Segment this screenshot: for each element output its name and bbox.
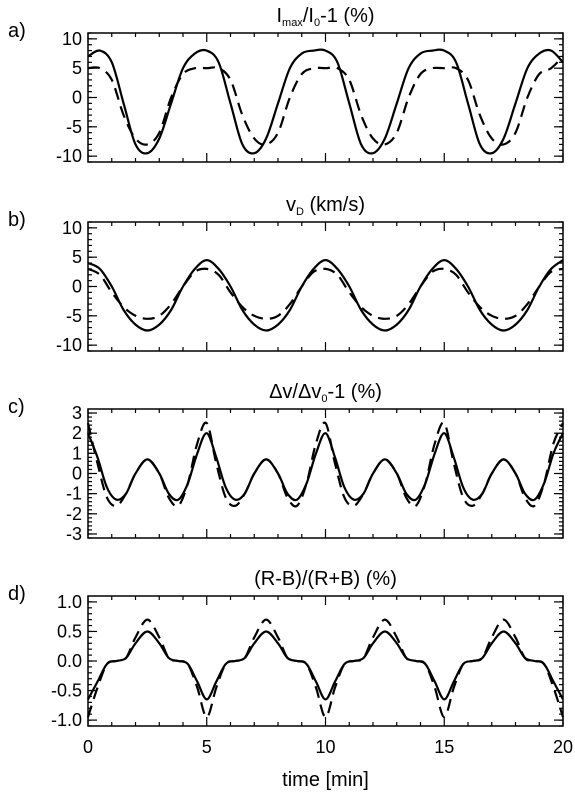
x-axis-label: time [min] xyxy=(282,769,369,791)
panel-letter: c) xyxy=(8,396,25,418)
panel-letter: a) xyxy=(8,20,26,42)
y-tick-label: -10 xyxy=(56,146,82,166)
y-tick-label: 0 xyxy=(72,277,82,297)
y-tick-label: -3 xyxy=(66,524,82,544)
panel-title: Δv/Δv0-1 (%) xyxy=(269,381,382,405)
y-tick-label: -2 xyxy=(66,504,82,524)
panel-title: (R-B)/(R+B) (%) xyxy=(254,568,397,590)
plot-frame xyxy=(87,595,564,727)
y-tick-label: 10 xyxy=(62,218,82,238)
y-tick-label: 10 xyxy=(62,29,82,49)
y-tick-label: 5 xyxy=(72,247,82,267)
dashed-series-line xyxy=(86,421,564,508)
y-tick-label: -5 xyxy=(66,306,82,326)
panel-letter: b) xyxy=(8,209,26,231)
solid-series-line xyxy=(87,259,564,332)
panel-2: b) vD (km/s) -10 -5 0 5 10 xyxy=(8,194,564,355)
y-tick-label: -10 xyxy=(56,335,82,355)
plot-frame xyxy=(87,221,564,352)
x-tick-label: 0 xyxy=(83,737,93,757)
x-tick-label: 10 xyxy=(315,737,335,757)
x-tick-label: 15 xyxy=(434,737,454,757)
y-tick-label: -1 xyxy=(66,484,82,504)
y-tick-label: 0.0 xyxy=(57,651,82,671)
y-tick-label: 2 xyxy=(72,423,82,443)
y-tick-label: 0.5 xyxy=(57,621,82,641)
panel-4: d) (R-B)/(R+B) (%) -1.0 -0.5 0.0 0.5 1.0 0 5 10 15… xyxy=(8,568,573,791)
panel-letter: d) xyxy=(8,583,26,605)
y-tick-label: -5 xyxy=(66,117,82,137)
panel-title: Imax/I0-1 (%) xyxy=(276,5,374,29)
y-tick-label: 5 xyxy=(72,58,82,78)
dashed-series-line xyxy=(87,267,564,320)
x-tick-label: 20 xyxy=(553,737,573,757)
y-tick-label: 1 xyxy=(72,443,82,463)
x-tick-label: 5 xyxy=(202,737,212,757)
panel-1: a) Imax/I0-1 (%) -10 -5 0 5 10 xyxy=(8,5,564,166)
y-tick-label: -1.0 xyxy=(51,710,82,730)
dashed-series-line xyxy=(86,618,565,719)
solid-series-line xyxy=(87,48,564,155)
plot-frame xyxy=(87,32,564,163)
y-tick-label: -0.5 xyxy=(51,681,82,701)
panel-title: vD (km/s) xyxy=(286,194,365,218)
y-tick-label: 1.0 xyxy=(57,592,82,612)
solid-series-line xyxy=(86,432,564,502)
solid-series-line xyxy=(87,630,564,701)
y-tick-label: 0 xyxy=(72,88,82,108)
dashed-series-line xyxy=(87,55,564,146)
y-tick-label: 0 xyxy=(72,464,82,484)
y-tick-label: 3 xyxy=(72,403,82,423)
